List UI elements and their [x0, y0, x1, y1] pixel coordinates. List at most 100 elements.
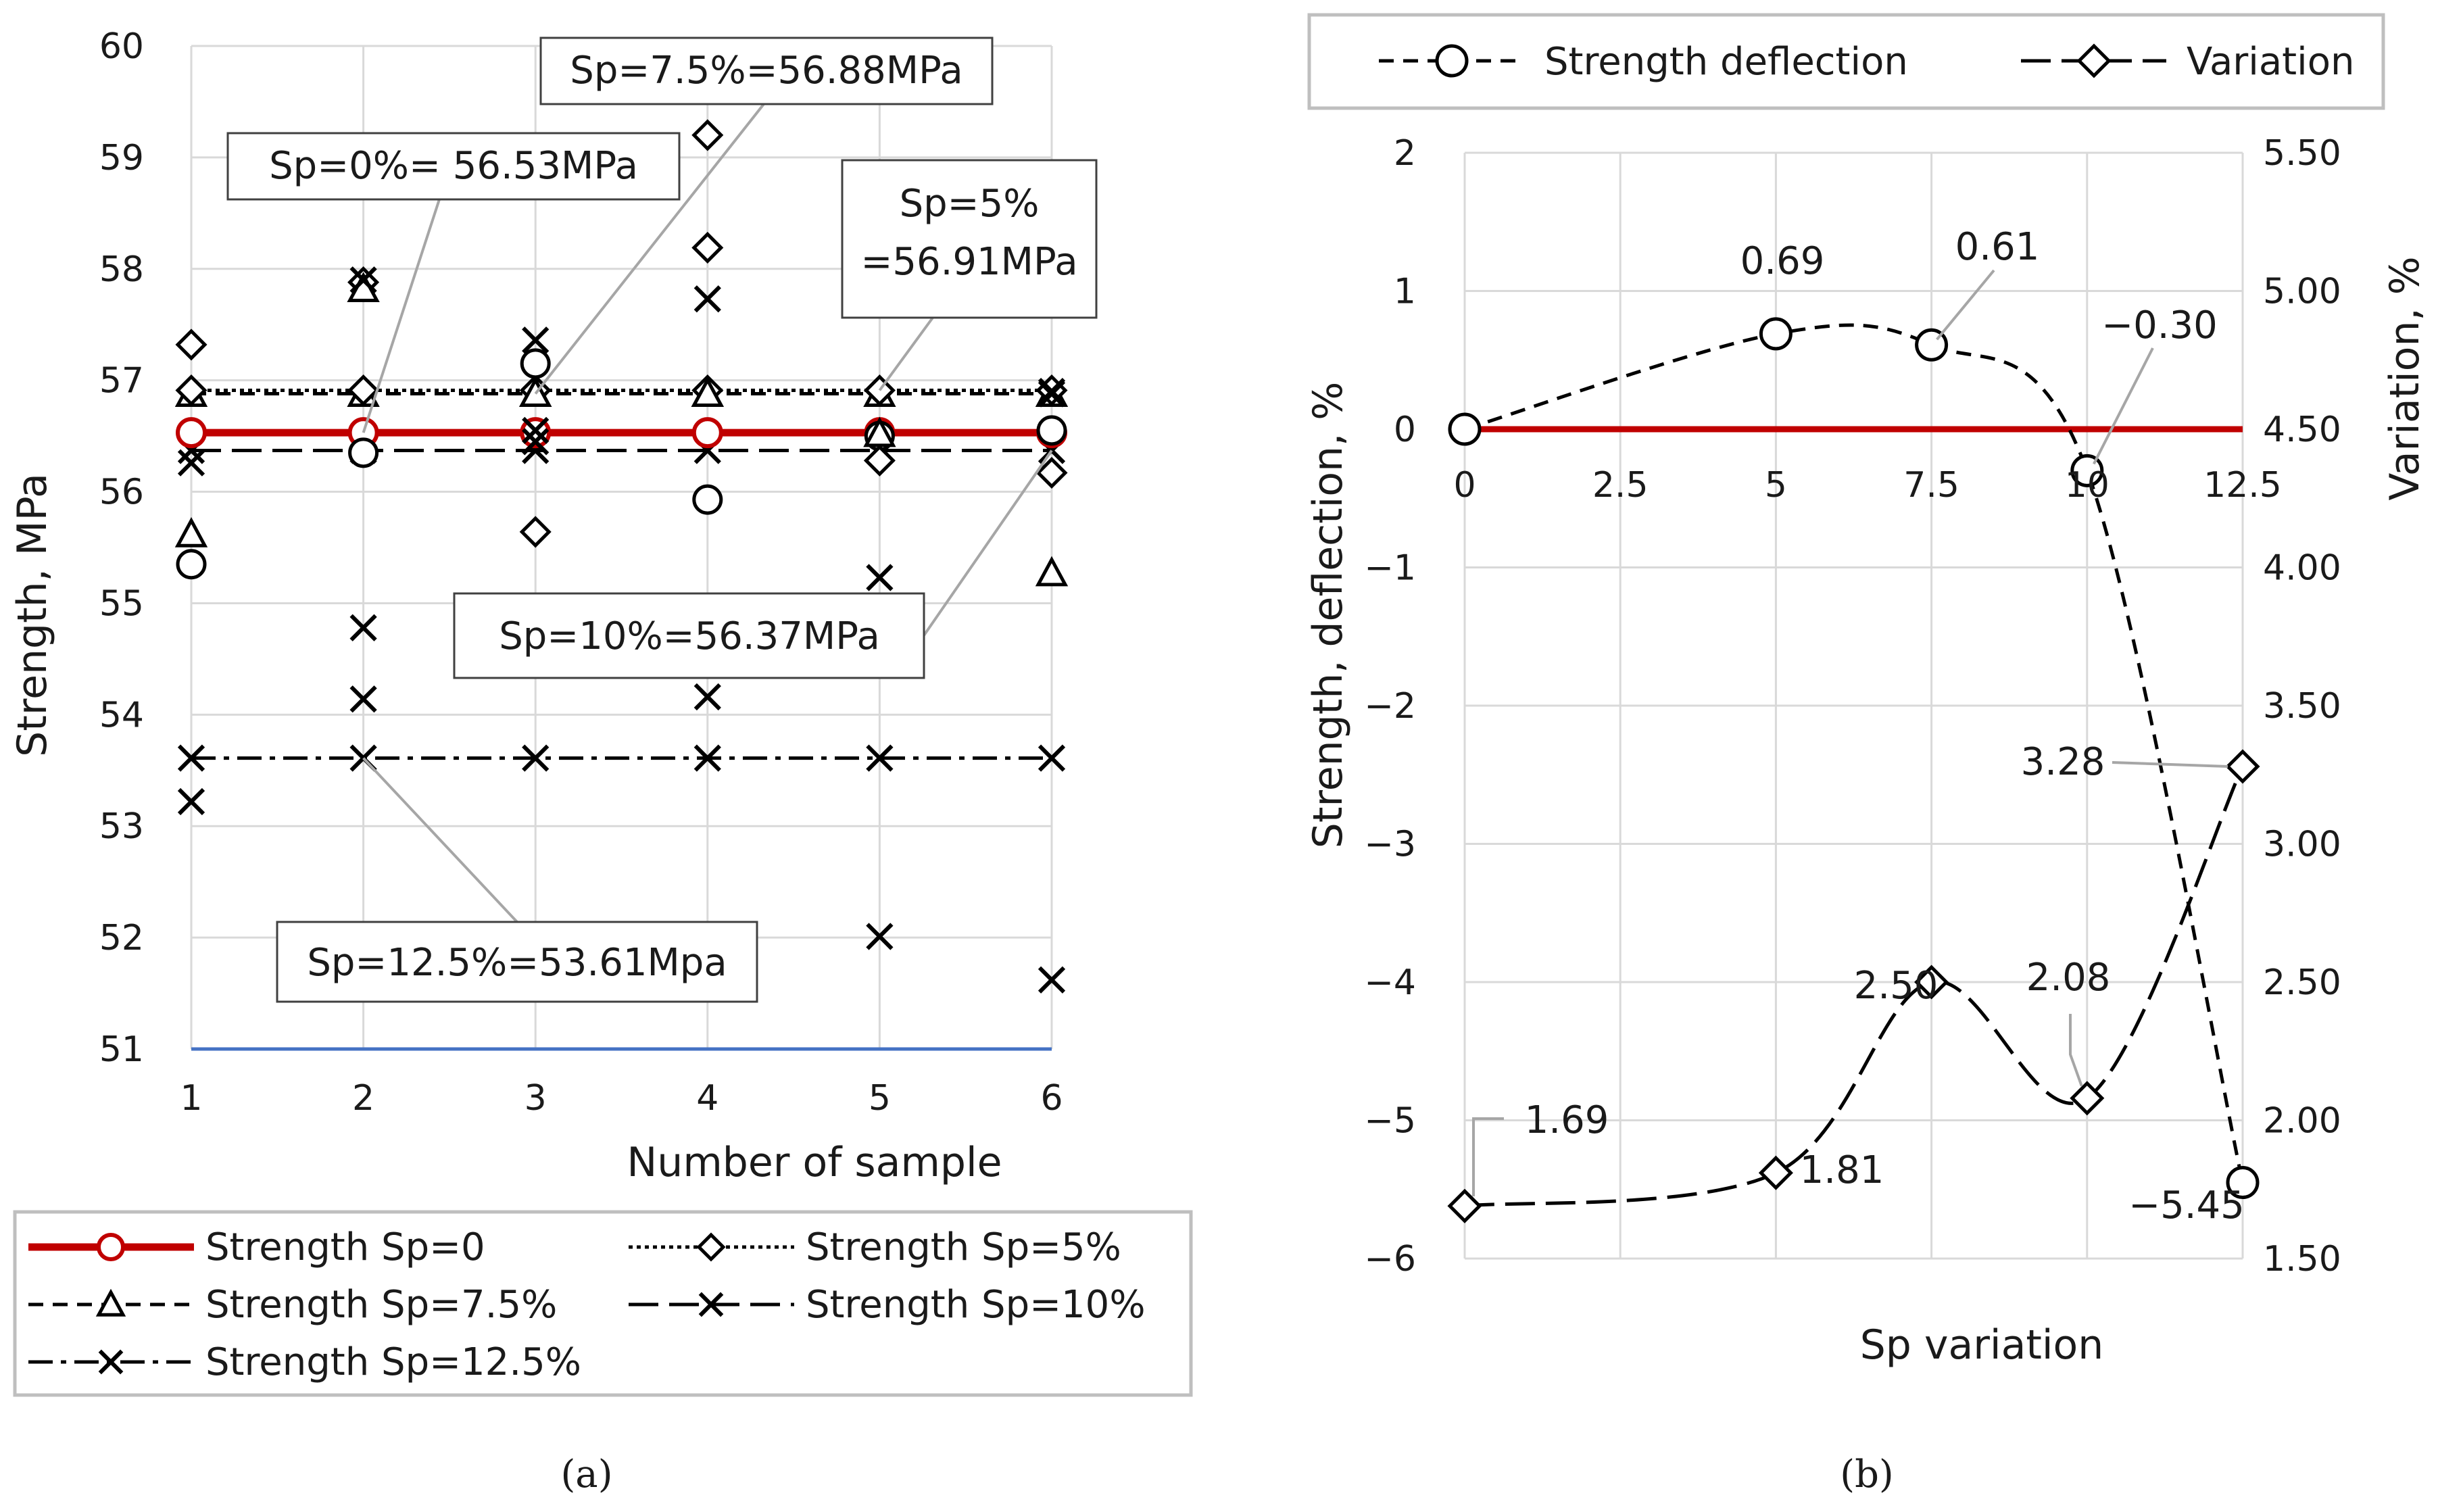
panel-a-mean-marker: [693, 744, 721, 772]
panel-a-legend-label: Strength Sp=0: [205, 1225, 485, 1269]
panel-a-data-point: [176, 549, 207, 580]
panel-a-caption: (a): [560, 1453, 612, 1496]
panel-a-data-point: [175, 328, 208, 361]
panel-b-x-axis-title: Sp variation: [1860, 1321, 2104, 1369]
panel-a-y-tick-label: 54: [99, 695, 144, 735]
panel-b-data-label: −5.45: [2128, 1184, 2245, 1227]
panel-a-mean-marker: [522, 744, 550, 772]
panel-a-y-tick-label: 58: [99, 249, 144, 290]
panel-b-data-label: 2.50: [1854, 964, 1939, 1008]
panel-a-y-tick-label: 56: [99, 472, 144, 513]
panel-b-data-label: 1.69: [1525, 1098, 1609, 1142]
panel-a-legend-swatch-marker: [97, 1233, 125, 1261]
panel-b-data-label: 1.81: [1800, 1148, 1884, 1192]
panel-a-mean-marker: [866, 744, 894, 772]
panel-a-data-point: [693, 683, 721, 711]
panel-b-y2-tick-label: 2.50: [2263, 962, 2341, 1003]
panel-a-data-point: [691, 231, 724, 264]
panel-b: −6−5−4−3−2−10121.502.002.503.003.504.004…: [1305, 13, 2429, 1496]
panel-a-data-point: [1036, 415, 1067, 446]
panel-a-data-point: [691, 119, 724, 151]
panel-b-label-leader: [1936, 269, 1995, 341]
panel-b-y2-tick-label: 2.00: [2263, 1101, 2341, 1142]
panel-a-y-tick-label: 51: [99, 1029, 144, 1070]
panel-a-callout-label: Sp=12.5%=53.61Mpa: [307, 941, 727, 985]
panel-a-callout-box: [539, 36, 994, 105]
panel-a-y-tick-label: 55: [99, 583, 144, 624]
panel-a-legend-box: [13, 1210, 1193, 1397]
panel-b-legend-label: Strength deflection: [1544, 40, 1908, 84]
panel-b-data-label: 3.28: [2021, 740, 2105, 784]
panel-b-y-tick-label: −5: [1364, 1101, 1416, 1142]
panel-a-data-point: [177, 787, 205, 816]
panel-a-callout-leader: [362, 757, 518, 923]
panel-b-y2-tick-label: 3.50: [2263, 686, 2341, 727]
panel-a-callout-label: =56.91MPa: [860, 240, 1077, 284]
panel-a-data-point: [519, 516, 552, 548]
panel-a-legend-swatch-marker: [95, 1288, 126, 1317]
panel-b-label-leader: [2069, 1014, 2083, 1087]
panel-b-data-point: [2070, 1081, 2105, 1116]
panel-a-data-point: [863, 444, 896, 477]
panel-b-data-label: 2.08: [2026, 956, 2111, 1000]
panel-a-y-tick-label: 52: [99, 918, 144, 958]
panel-a-data-point: [866, 923, 894, 950]
panel-b-y-tick-label: 1: [1394, 272, 1416, 312]
panel-b-data-point: [2225, 749, 2260, 784]
panel-b-y-tick-label: 0: [1394, 410, 1416, 450]
panel-a-mean-marker: [176, 417, 207, 449]
panel-b-y-tick-label: −6: [1364, 1239, 1416, 1279]
panel-a-data-point: [522, 428, 550, 456]
panel-b-data-label: 0.69: [1740, 239, 1825, 283]
panel-b-y2-tick-label: 4.00: [2263, 548, 2341, 589]
panel-b-x-tick-label: 10: [2065, 465, 2110, 506]
panel-b-label-leader: [2112, 761, 2228, 768]
panel-b-data-point: [1759, 317, 1793, 351]
panel-a-mean-marker: [1038, 744, 1066, 772]
panel-a-data-point: [1035, 556, 1069, 587]
panel-a-data-point: [692, 484, 723, 515]
panel-b-series-line: [1464, 323, 2245, 1184]
panel-a-data-point: [1038, 966, 1066, 994]
panel-a-callout-label: Sp=5%: [900, 182, 1040, 226]
panel-b-y2-axis-title: Variation, %: [2381, 256, 2429, 500]
panel-a-data-point: [520, 348, 551, 379]
panel-b-x-tick-label: 0: [1453, 465, 1476, 506]
panel-b-y-tick-label: −3: [1364, 825, 1416, 865]
panel-a-callout-label: Sp=7.5%=56.88MPa: [570, 49, 962, 93]
panel-a-data-point: [691, 376, 724, 407]
panel-b-y2-tick-label: 1.50: [2263, 1239, 2341, 1279]
panel-a-data-point: [174, 516, 208, 547]
panel-a-data-point: [866, 564, 894, 591]
panel-a-legend-swatch-marker: [698, 1292, 724, 1317]
panel-b-data-point: [1914, 965, 1949, 1000]
panel-b-caption: (b): [1840, 1453, 1894, 1496]
panel-b-y-tick-label: −2: [1364, 686, 1416, 727]
panel-b-y-axis-title: Strength, deflection, %: [1305, 382, 1352, 848]
panel-a-callout-label: Sp=0%= 56.53MPa: [269, 144, 638, 188]
panel-b-y2-tick-label: 5.00: [2263, 272, 2341, 312]
panel-a-callout-box: [453, 592, 925, 679]
panel-a-mean-marker: [347, 374, 380, 407]
panel-a-data-point: [177, 449, 205, 477]
panel-b-series-line: [1464, 765, 2245, 1208]
panel-b-legend-swatch-marker: [2076, 43, 2112, 78]
panel-a-x-tick-label: 1: [180, 1078, 202, 1119]
panel-a-data-point: [349, 266, 377, 294]
panel-a-data-point: [522, 416, 550, 444]
panel-a-callout-leader: [878, 316, 934, 391]
panel-b-y2-tick-label: 5.50: [2263, 133, 2341, 174]
panel-a-data-point: [349, 614, 377, 641]
panel-b-data-point: [1448, 412, 1482, 446]
panel-a-data-point: [1038, 380, 1066, 408]
panel-b-label-leader: [1472, 1117, 1504, 1196]
panel-b-y2-tick-label: 3.00: [2263, 825, 2341, 865]
panel-a-x-tick-label: 5: [869, 1078, 891, 1119]
panel-a-mean-marker: [177, 744, 205, 772]
panel-a-callout-label: Sp=10%=56.37MPa: [499, 614, 880, 658]
panel-a-data-point: [693, 285, 721, 313]
panel-b-data-point: [2226, 1166, 2260, 1200]
panel-a-callout-box: [226, 132, 681, 201]
panel-a-legend-label: Strength Sp=7.5%: [205, 1283, 557, 1327]
